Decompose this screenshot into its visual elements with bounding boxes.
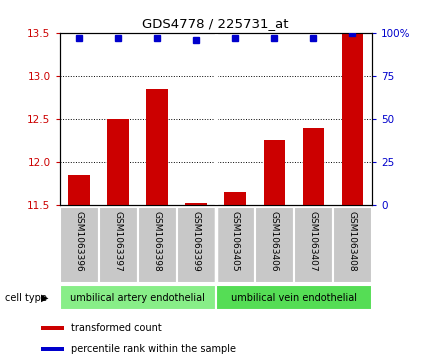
Bar xyxy=(185,203,207,205)
Bar xyxy=(99,207,138,283)
Bar xyxy=(138,207,177,283)
Bar xyxy=(255,207,294,283)
Text: GSM1063396: GSM1063396 xyxy=(74,211,84,272)
Bar xyxy=(215,285,372,310)
Text: GSM1063398: GSM1063398 xyxy=(153,211,162,272)
Text: GSM1063407: GSM1063407 xyxy=(309,211,318,272)
Bar xyxy=(60,285,215,310)
Bar xyxy=(342,33,363,205)
Title: GDS4778 / 225731_at: GDS4778 / 225731_at xyxy=(142,17,289,30)
Text: GSM1063399: GSM1063399 xyxy=(192,211,201,272)
Bar xyxy=(42,347,64,351)
Text: transformed count: transformed count xyxy=(71,323,162,333)
Text: GSM1063406: GSM1063406 xyxy=(270,211,279,272)
Text: percentile rank within the sample: percentile rank within the sample xyxy=(71,344,236,354)
Bar xyxy=(215,207,255,283)
Bar xyxy=(60,207,99,283)
Bar xyxy=(177,207,215,283)
Text: GSM1063408: GSM1063408 xyxy=(348,211,357,272)
Bar xyxy=(264,140,285,205)
Text: cell type: cell type xyxy=(5,293,47,303)
Bar xyxy=(68,175,90,205)
Bar xyxy=(303,127,324,205)
Bar xyxy=(108,119,129,205)
Bar xyxy=(42,326,64,330)
Bar xyxy=(224,192,246,205)
Bar xyxy=(294,207,333,283)
Text: umbilical vein endothelial: umbilical vein endothelial xyxy=(231,293,357,303)
Bar xyxy=(333,207,372,283)
Text: ▶: ▶ xyxy=(41,293,48,303)
Text: umbilical artery endothelial: umbilical artery endothelial xyxy=(70,293,205,303)
Text: GSM1063405: GSM1063405 xyxy=(231,211,240,272)
Text: GSM1063397: GSM1063397 xyxy=(113,211,122,272)
Bar xyxy=(146,89,168,205)
